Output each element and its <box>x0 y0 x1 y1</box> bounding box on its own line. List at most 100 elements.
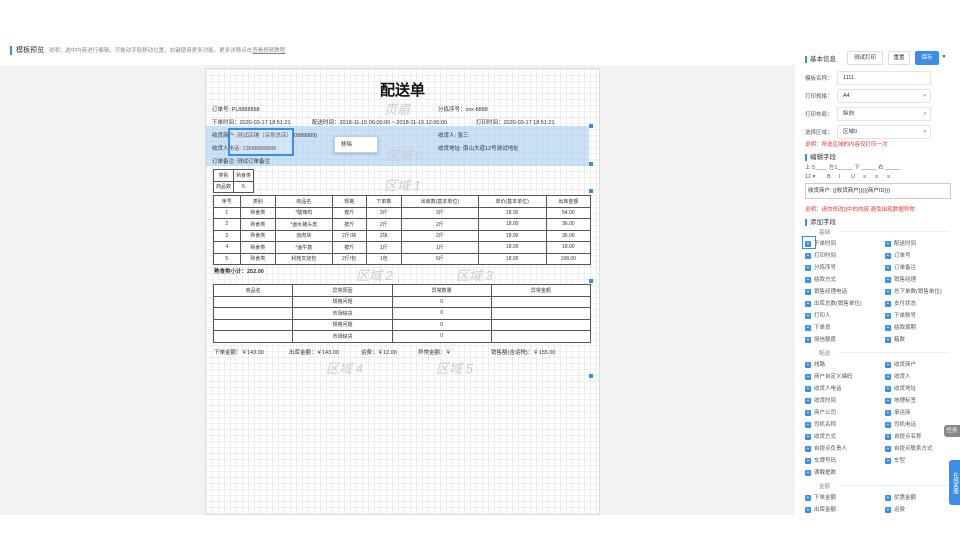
online-service-tab[interactable]: 在线客服 <box>949 460 960 505</box>
table-row[interactable]: 4 熟食类 *卤牛筋 按斤 1斤 1斤 18.00 18.00 <box>213 241 592 254</box>
resize-handle[interactable] <box>589 374 593 378</box>
total-abnormal[interactable]: 异常金额：￥ <box>418 350 452 356</box>
task-tab[interactable]: 任务 <box>944 425 960 437</box>
resize-handle[interactable] <box>589 124 593 128</box>
field-item[interactable]: + 总下单数(销售单位) <box>885 287 942 295</box>
resize-handle[interactable] <box>589 279 593 283</box>
menu-item-remove[interactable]: 移除 <box>341 142 353 148</box>
field-item[interactable]: + 出库总数(销售单位) <box>805 299 862 307</box>
field-item[interactable]: + 结款周期 <box>885 323 916 331</box>
field-item-label: 商户公司 <box>814 410 837 416</box>
field-item[interactable]: + 分拣序号 <box>805 263 836 271</box>
field-phone[interactable]: 收货人电话: 13888888888 <box>212 146 277 152</box>
field-item[interactable]: + 商户自定义编码 <box>805 372 853 380</box>
field-item[interactable]: + 收货地址 <box>885 384 916 392</box>
reset-button[interactable]: 重置 <box>888 51 910 65</box>
align-center-button[interactable]: ≡ <box>875 174 879 180</box>
resize-handle[interactable] <box>589 162 593 166</box>
field-text-input[interactable]: 收货商户: {{收货商户}}({{商户ID}}) <box>805 183 951 199</box>
field-item[interactable]: + 订单号 <box>885 251 911 259</box>
resize-handle[interactable] <box>589 189 593 193</box>
doc-title[interactable]: 配送单 <box>379 82 425 99</box>
field-item[interactable]: + 订单备注 <box>885 263 916 271</box>
table-row[interactable]: 规格问题 0 <box>212 318 592 331</box>
italic-button[interactable]: I <box>839 174 841 180</box>
field-sort-no[interactable]: 分拣序号：xxx-8888 <box>438 107 488 113</box>
align-right-button[interactable]: ≡ <box>887 174 891 180</box>
field-merchant[interactable]: 收货商户: 测试店铺（深圳总店）(0999999) <box>212 133 318 139</box>
field-item[interactable]: + 收货人 <box>885 372 911 380</box>
field-item[interactable]: + 地理标签 <box>885 396 916 404</box>
field-item[interactable]: + 运费 <box>885 505 905 513</box>
region-0[interactable] <box>206 126 589 166</box>
field-item[interactable]: + 商户公司 <box>805 408 836 416</box>
field-item[interactable]: + 配送时间 <box>885 239 916 247</box>
form-select[interactable]: 区域0 ▾ <box>837 125 931 139</box>
abnormal-table[interactable]: 商品名 异常原因 异常数量 异常金额 规格问题 0 市场缺货 0 规格问题 0 市场缺货 0 <box>212 284 592 343</box>
table-row[interactable]: 市场缺货 0 <box>212 307 592 320</box>
total-sales[interactable]: 销售额(含运税)：￥155.00 <box>491 350 556 356</box>
field-remark[interactable]: 订单备注: 测试订单备注 <box>212 159 271 165</box>
field-receiver[interactable]: 收货人: 张三 <box>438 133 469 139</box>
field-item[interactable]: + 箱数 <box>885 335 905 343</box>
field-address[interactable]: 收货地址: 南山大道12号测试地址 <box>438 146 519 152</box>
save-button[interactable]: 保存 <box>915 51 939 65</box>
field-item[interactable]: + 线路 <box>805 360 825 368</box>
field-item[interactable]: + 满载框数 <box>805 468 836 476</box>
field-item[interactable]: + 结款方式 <box>805 275 836 283</box>
align-left-button[interactable]: ≡ <box>863 174 867 180</box>
table-row[interactable]: 1 熟食类 *酸辣鸡 按斤 3斤 3斤 18.00 54.00 <box>213 206 592 219</box>
field-item[interactable]: + 自提点联系方式 <box>885 444 933 452</box>
margin-inputs[interactable]: 上 5____ 左1_____ 下 _____ 右 _____ <box>805 165 901 171</box>
field-item[interactable]: + 销售经理 <box>885 275 916 283</box>
total-order[interactable]: 下单金额：￥143.00 <box>214 350 264 356</box>
underline-button[interactable]: U <box>851 174 855 180</box>
field-item[interactable]: + 下单时间 <box>805 239 836 247</box>
field-item[interactable]: + 下单员 <box>805 323 831 331</box>
field-item[interactable]: + 司机名称 <box>805 420 836 428</box>
table-row[interactable]: 3 熟食类 烧肉块 2斤/块 2块 2斤 18.00 36.00 <box>213 229 592 242</box>
items-table[interactable]: 序号 类别 商品名 规格 下单数 出库数(基本单位) 单价(基本单位) 出库金额 1 熟食类 *酸辣… <box>213 195 592 265</box>
field-item[interactable]: + 出库金额 <box>805 505 836 513</box>
form-select[interactable]: 纵向 ▾ <box>837 107 931 121</box>
total-outbound[interactable]: 出库金额：￥143.00 <box>289 350 339 356</box>
summary-table[interactable]: 类别 熟食类 商品数 5 <box>212 169 255 193</box>
field-order-time[interactable]: 下单时间：2020-03-17 18:51:21 <box>212 120 291 126</box>
form-select[interactable]: A4 ▾ <box>837 89 931 103</box>
field-item[interactable]: + 自提点名称 <box>885 432 922 440</box>
field-item[interactable]: + 收货商户 <box>885 360 916 368</box>
font-size-select[interactable]: 12 ▾ <box>805 174 816 180</box>
field-item[interactable]: + 收货时间 <box>805 396 836 404</box>
test-print-button[interactable]: 测试打印 <box>847 51 883 65</box>
field-item[interactable]: + 打印人 <box>805 311 831 319</box>
template-name-input[interactable]: 1111 <box>837 71 931 85</box>
field-delivery-time[interactable]: 配送时间：2018-11-15 06:00:00 ~ 2018-11-15 12… <box>312 120 448 126</box>
field-item[interactable]: + 承运商 <box>885 408 911 416</box>
field-item[interactable]: + 自提点负责人 <box>805 444 847 452</box>
field-item[interactable]: + 下单账号 <box>885 311 916 319</box>
field-item[interactable]: + 收货方式 <box>805 432 836 440</box>
field-item[interactable]: + 支付状态 <box>885 299 916 307</box>
plus-icon: + <box>805 324 811 331</box>
table-row[interactable]: 5 熟食类 利苑叉烧包 2斤/包 1包 6斤 18.00 108.00 <box>213 252 592 265</box>
field-item[interactable]: + 下单金额 <box>805 493 836 501</box>
table-row[interactable]: 市场缺货 0 <box>212 330 592 343</box>
table-row[interactable]: 2 熟食类 *卤水猪头皮 按斤 2斤 2斤 18.00 36.00 <box>213 218 592 231</box>
field-item[interactable]: + 司机电话 <box>885 420 916 428</box>
table-row[interactable]: 规格问题 0 <box>212 295 592 308</box>
subtotal[interactable]: 熟食类小计：252.00 <box>214 269 264 275</box>
field-item[interactable]: + 优惠金额 <box>885 493 916 501</box>
field-item[interactable]: + 打印时间 <box>805 251 836 259</box>
total-freight[interactable]: 运费：￥12.00 <box>361 350 397 356</box>
plus-icon: + <box>805 433 811 440</box>
field-item[interactable]: + 销售经理电话 <box>805 287 847 295</box>
field-order-no[interactable]: 订单号: PL8888888 <box>212 107 260 113</box>
field-item[interactable]: + 收货人电话 <box>805 384 842 392</box>
video-tutorial-link[interactable]: 查看视频教程 <box>252 48 286 54</box>
field-item[interactable]: + 车牌号码 <box>805 456 836 464</box>
field-item[interactable]: + 车型 <box>885 456 905 464</box>
bold-button[interactable]: B <box>827 174 831 180</box>
field-print-time[interactable]: 打印时间：2020-03-17 18:51:21 <box>476 120 555 126</box>
save-dropdown-icon[interactable]: ▾ <box>939 51 949 65</box>
field-item[interactable]: + 授信额度 <box>805 335 836 343</box>
